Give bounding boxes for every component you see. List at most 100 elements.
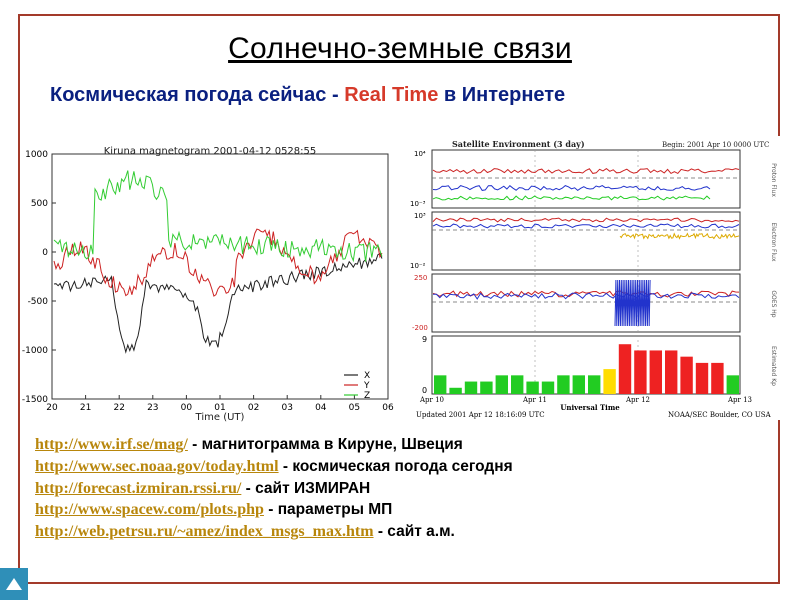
kp-bar [680,356,693,394]
link-row: http://www.irf.se/mag/ - магнитограмма в… [35,434,755,456]
sat-x-tick-1: Apr 11 [522,396,547,404]
magnetogram-x-tick: 02 [248,403,259,413]
electron-flux-panel [431,211,741,271]
sat-begin: Begin: 2001 Apr 10 0000 UTC [662,141,769,149]
links-list: http://www.irf.se/mag/ - магнитограмма в… [35,434,755,543]
series-y-line [53,228,383,297]
p2-tick-bottom: 10⁻² [410,262,426,270]
magnetogram-legend: X Y Z [344,371,370,401]
side-label-proton: Proton Flux [770,163,777,197]
kp-bar [711,362,724,394]
satellite-trace [432,223,740,229]
magnetogram-x-tick: 22 [113,403,124,413]
sat-x-tick-3: Apr 13 [727,396,752,404]
external-link[interactable]: http://www.irf.se/mag/ [35,436,188,453]
external-link[interactable]: http://forecast.izmiran.rssi.ru/ [35,479,242,497]
goes-storm-trace [614,279,651,327]
subtitle-suffix: в Интернете [438,84,566,106]
kp-bar [726,375,739,394]
kp-bar [665,350,678,394]
kp-bar [480,381,493,394]
magnetogram-x-tick: 01 [214,403,225,413]
sat-title: Satellite Environment (3 day) [452,139,585,149]
series-z-line [53,170,383,263]
kp-bar [464,381,478,394]
satellite-trace [432,185,711,192]
series-x-line [53,252,383,354]
up-arrow-icon [6,578,22,590]
p4-tick-bottom: 0 [422,386,427,395]
satellite-trace [432,195,711,201]
satellite-environment-chart: Satellite Environment (3 day) Begin: 200… [400,136,788,420]
link-description: - сайт ИЗМИРАН [241,479,371,497]
proton-flux-panel [431,149,741,209]
kp-bar [495,375,508,394]
side-label-electron: Electron Flux [770,223,777,262]
sat-x-tick-0: Apr 10 [419,396,444,404]
kp-bar [557,375,570,394]
p1-tick-bottom: 10⁻³ [410,200,426,208]
magnetogram-x-tick: 23 [147,403,158,413]
side-label-kp: Estimated Kp [770,346,777,386]
link-description: - магнитограмма в Кируне, Швеция [187,436,463,453]
magnetogram-x-tick: 20 [46,403,58,413]
magnetogram-xlabel: Time (UT) [195,412,245,423]
kp-bar [695,362,709,394]
magnetogram-y-tick: 500 [31,199,48,209]
kp-bar [618,344,632,394]
sat-x-tick-2: Apr 12 [625,396,650,404]
magnetogram-y-ticks: 1000 500 0 -500 -1000 -1500 [22,150,56,405]
link-row: http://www.spacew.com/plots.php - параме… [35,499,755,521]
satellite-trace [432,167,740,175]
link-row: http://forecast.izmiran.rssi.ru/ - сайт … [35,478,755,500]
sat-source: NOAA/SEC Boulder, CO USA [668,411,772,419]
kp-bar [449,387,462,394]
kp-bar [572,375,585,394]
magnetogram-x-tick: 21 [80,403,91,413]
magnetogram-chart: Kiruna magnetogram 2001-04-12 0528:55 10… [22,140,398,425]
kp-bar [434,375,447,394]
sat-updated: Updated 2001 Apr 12 18:16:09 UTC [416,411,545,419]
kp-bar [511,375,524,394]
magnetogram-x-ticks: 20 21 22 23 00 01 02 03 04 05 06 [46,395,394,413]
kp-bar [541,381,555,394]
external-link[interactable]: http://web.petrsu.ru/~amez/index_msgs_ma… [35,523,374,541]
link-description: - космическая погода сегодня [278,457,513,475]
magnetogram-y-tick: 1000 [25,150,48,160]
magnetogram-y-tick: -500 [28,297,49,307]
satellite-trace [432,217,740,223]
magnetogram-y-tick: 0 [42,248,48,258]
link-description: - параметры МП [263,501,393,519]
link-description: - сайт а.м. [373,523,455,541]
p3-tick-top: 250 [414,274,427,282]
magnetogram-x-tick: 05 [349,403,360,413]
goes-hp-panel [431,273,741,333]
kp-bar [634,350,647,394]
magnetogram-x-tick: 06 [382,403,394,413]
satellite-trace [619,232,740,240]
magnetogram-x-tick: 00 [181,403,193,413]
subtitle-highlight: Real Time [344,84,439,106]
legend-y: Y [363,381,370,391]
navigation-corner-button[interactable] [0,568,28,600]
kp-bar [603,369,616,394]
p4-tick-top: 9 [422,335,427,344]
external-link[interactable]: http://www.sec.noaa.gov/today.html [35,457,279,475]
slide-subtitle: Космическая погода сейчас - Real Time в … [50,84,565,107]
sat-xlabel: Universal Time [560,403,620,412]
kp-bar [649,350,662,394]
p3-tick-bottom: -200 [412,324,428,332]
kp-panel [431,335,741,395]
side-label-goes: GOES Hp [770,290,777,317]
kp-bar [588,375,601,394]
legend-x: X [364,371,370,381]
link-row: http://web.petrsu.ru/~amez/index_msgs_ma… [35,521,755,543]
slide-title: Солнечно-земные связи [228,32,572,65]
p2-tick-top: 10³ [414,212,426,220]
external-link[interactable]: http://www.spacew.com/plots.php [35,501,264,519]
subtitle-prefix: Космическая погода сейчас - [50,84,345,106]
kp-bar [526,381,539,394]
link-row: http://www.sec.noaa.gov/today.html - кос… [35,456,755,478]
magnetogram-x-tick: 04 [315,403,327,413]
magnetogram-y-tick: -1500 [22,395,48,405]
